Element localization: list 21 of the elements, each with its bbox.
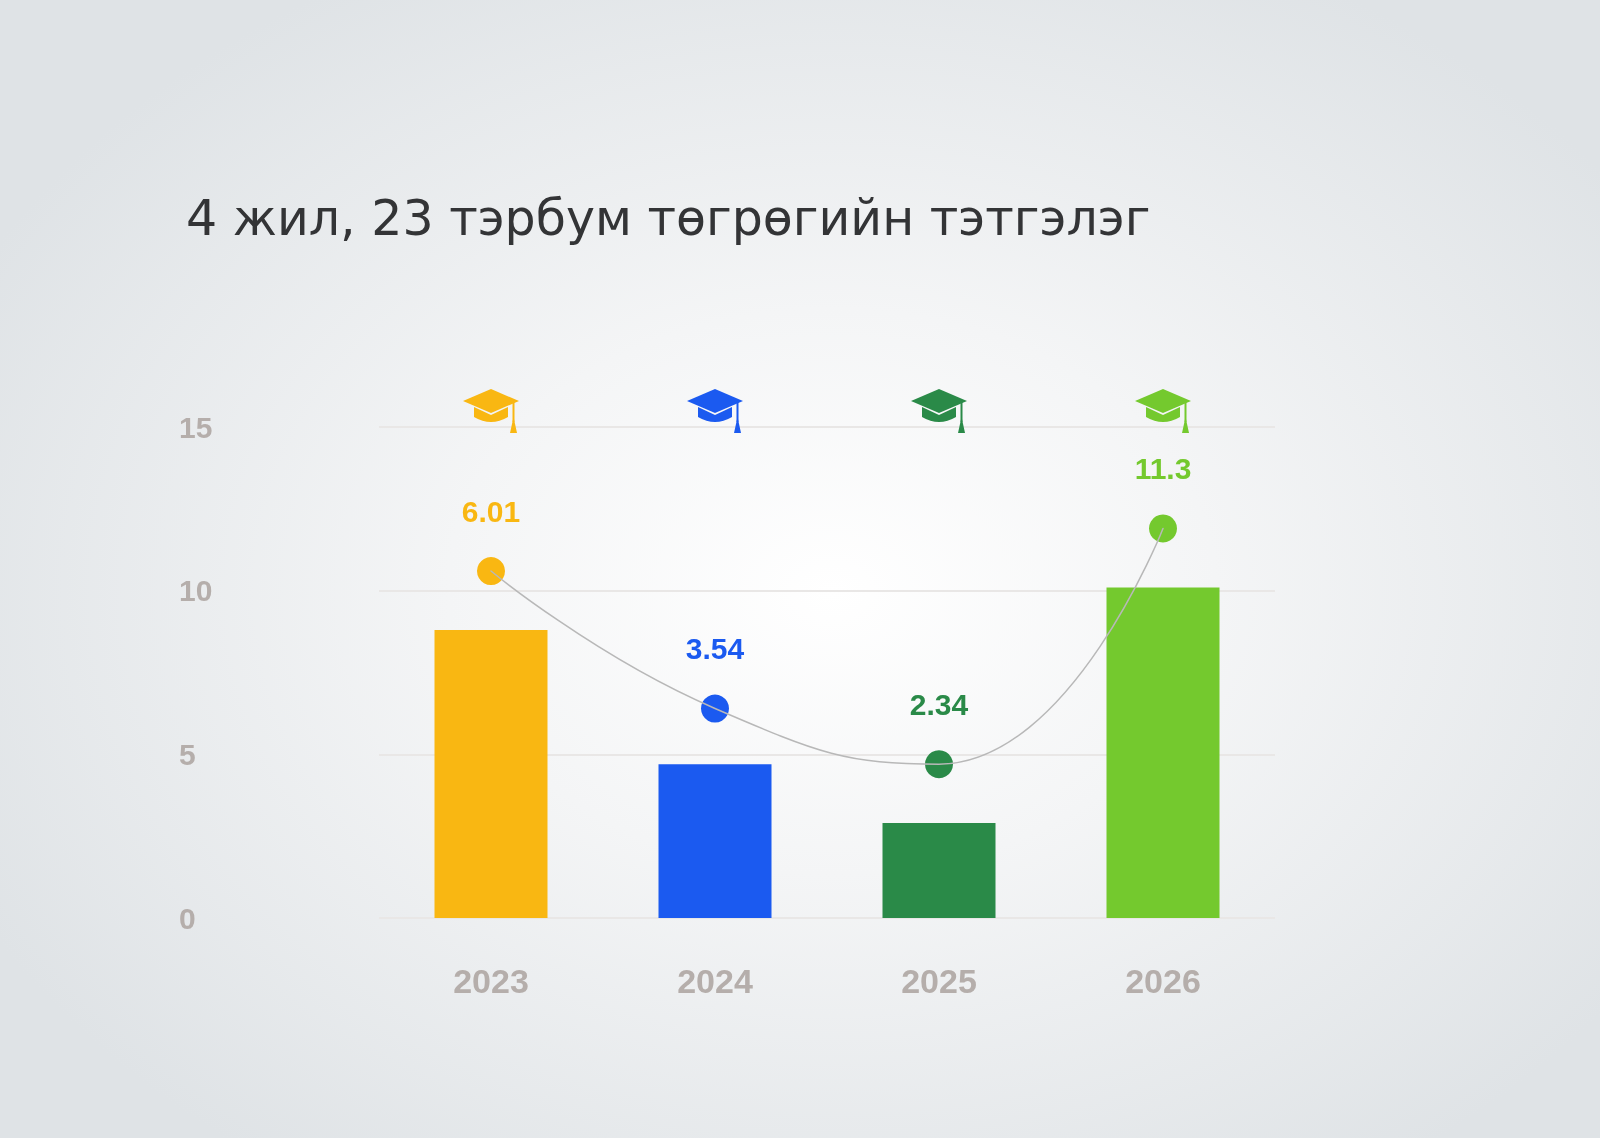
y-tick-label: 0 xyxy=(179,901,196,935)
chart-title: 4 жил, 23 тэрбум төгрөгийн тэтгэлэг xyxy=(186,189,1151,247)
annotation: 2.34 xyxy=(909,687,969,721)
bar xyxy=(658,764,772,918)
x-tick-label: 2025 xyxy=(901,962,977,1000)
x-tick-label: 2023 xyxy=(453,962,529,1000)
y-tick-label: 10 xyxy=(179,574,213,608)
annotation: 6.01 xyxy=(461,494,521,528)
y-tick-label: 5 xyxy=(179,737,196,771)
y-tick-label: 15 xyxy=(179,410,213,444)
point xyxy=(925,750,953,779)
x-tick-label: 2026 xyxy=(1125,962,1201,1000)
annotation: 11.3 xyxy=(1134,451,1192,485)
bar xyxy=(434,629,548,918)
point xyxy=(477,557,505,586)
point xyxy=(701,694,729,723)
bar xyxy=(1106,587,1220,918)
bar xyxy=(882,823,996,918)
x-tick-label: 2024 xyxy=(677,962,753,1000)
annotation: 3.54 xyxy=(685,632,745,666)
point xyxy=(1149,514,1177,543)
